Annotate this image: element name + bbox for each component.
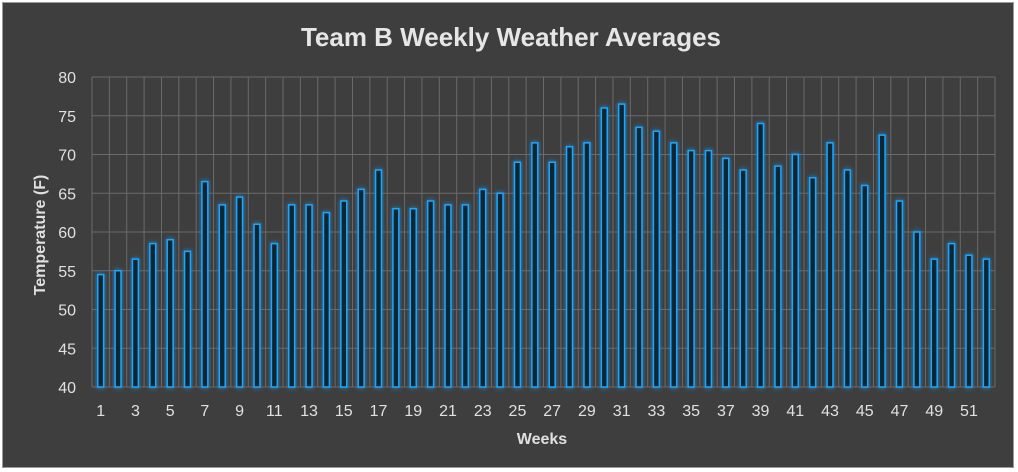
bar-week-16	[357, 188, 365, 388]
bar-week-39	[756, 122, 765, 388]
bar-week-14	[322, 211, 331, 388]
bar-week-1	[96, 273, 105, 388]
bar-week-27	[548, 161, 556, 388]
bar-week-29	[583, 142, 591, 388]
x-tick-label: 47	[891, 403, 909, 420]
bar-week-2	[114, 270, 122, 388]
y-axis-ticks: 40 45 50 55 60 65 70 75 80	[58, 70, 76, 397]
x-tick-label: 1	[96, 403, 105, 420]
bar-week-6	[183, 250, 192, 388]
bar-chart: Team B Weekly Weather Averages 40 45 50 55 6…	[32, 22, 996, 448]
y-tick-label: 80	[58, 70, 76, 87]
x-tick-label: 31	[613, 403, 631, 420]
x-axis-ticks: 1 3 5 7 9 11 13 15 17 19 21 23 25 27 29 31 33 35 37 39 41 43 4…	[96, 403, 978, 420]
bar-week-45	[861, 184, 869, 388]
y-tick-label: 65	[58, 186, 76, 203]
bar-week-4	[149, 242, 157, 388]
bar-week-52	[982, 258, 991, 388]
x-tick-label: 49	[925, 403, 943, 420]
y-tick-label: 55	[58, 264, 76, 281]
bar-week-13	[305, 204, 313, 388]
y-tick-label: 40	[58, 380, 76, 397]
bar-week-48	[913, 231, 921, 388]
x-tick-label: 9	[235, 403, 244, 420]
bar-week-50	[947, 242, 956, 388]
x-tick-label: 29	[578, 403, 596, 420]
x-tick-label: 11	[266, 403, 283, 420]
bar-week-15	[340, 200, 348, 388]
bar-week-47	[895, 200, 904, 388]
x-tick-label: 5	[166, 403, 175, 420]
x-tick-label: 21	[439, 403, 457, 420]
x-tick-label: 39	[752, 403, 770, 420]
y-tick-label: 75	[58, 109, 76, 126]
bar-week-19	[409, 208, 417, 388]
y-tick-label: 50	[58, 303, 76, 320]
y-axis-label: Temperature (F)	[32, 175, 49, 296]
x-tick-label: 23	[474, 403, 492, 420]
x-tick-label: 19	[404, 403, 422, 420]
x-tick-label: 7	[200, 403, 209, 420]
bar-week-31	[617, 103, 626, 388]
bar-week-43	[826, 142, 834, 388]
bar-week-9	[235, 196, 244, 388]
x-tick-label: 33	[647, 403, 665, 420]
x-tick-label: 13	[300, 403, 318, 420]
bar-week-40	[774, 165, 782, 388]
y-tick-label: 70	[58, 148, 76, 165]
x-tick-label: 27	[543, 403, 561, 420]
bar-week-22	[461, 204, 470, 388]
bar-week-26	[531, 142, 539, 388]
bar-week-7	[201, 180, 209, 388]
x-tick-label: 25	[509, 403, 527, 420]
bar-week-28	[565, 146, 574, 388]
y-tick-label: 45	[58, 341, 76, 358]
x-tick-label: 35	[682, 403, 700, 420]
bar-week-37	[722, 157, 730, 388]
x-tick-label: 45	[856, 403, 874, 420]
x-axis-label: Weeks	[517, 431, 568, 448]
x-tick-label: 41	[786, 403, 804, 420]
bars	[96, 103, 991, 388]
bar-week-38	[739, 169, 747, 388]
gridlines	[91, 76, 996, 388]
x-tick-label: 37	[717, 403, 735, 420]
x-tick-label: 15	[335, 403, 353, 420]
bar-week-32	[635, 126, 643, 388]
bar-week-12	[287, 204, 296, 388]
bar-week-8	[218, 204, 226, 388]
x-tick-label: 3	[131, 403, 140, 420]
bar-week-30	[600, 107, 608, 388]
bar-week-34	[670, 142, 678, 388]
bar-week-10	[253, 223, 261, 388]
bar-week-20	[426, 200, 435, 388]
bar-week-51	[965, 254, 973, 388]
y-tick-label: 60	[58, 225, 76, 242]
bar-week-44	[843, 169, 852, 388]
bar-week-17	[374, 169, 383, 388]
bar-week-3	[131, 258, 140, 388]
bar-week-42	[808, 177, 817, 388]
bar-week-11	[270, 242, 279, 388]
bar-week-23	[479, 188, 487, 388]
bar-week-5	[166, 239, 174, 388]
bar-week-21	[444, 204, 452, 388]
chart-title: Team B Weekly Weather Averages	[301, 22, 721, 52]
bar-week-46	[878, 134, 886, 388]
bar-week-49	[930, 258, 938, 388]
x-tick-label: 51	[960, 403, 978, 420]
bar-week-41	[791, 153, 800, 388]
x-tick-label: 43	[821, 403, 839, 420]
bar-week-33	[652, 130, 661, 388]
bar-week-35	[687, 149, 695, 388]
x-tick-label: 17	[370, 403, 388, 420]
bar-week-18	[392, 208, 400, 388]
bar-week-24	[496, 192, 504, 388]
bar-week-25	[513, 161, 522, 388]
bar-week-36	[704, 149, 713, 388]
